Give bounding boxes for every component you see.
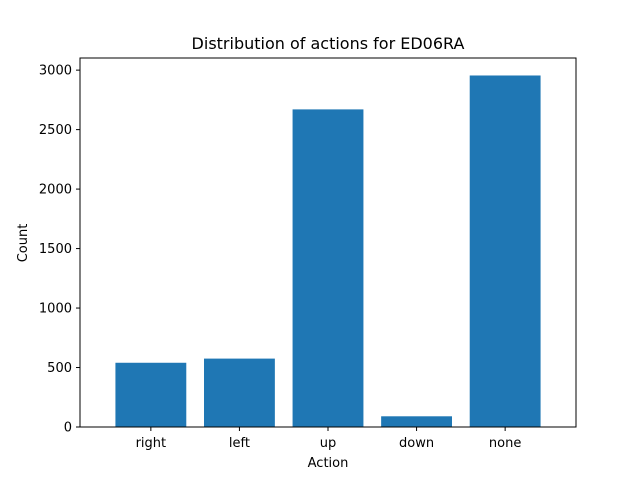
bars-group [115,75,541,428]
x-tick-label: down [399,436,434,451]
bar-right [115,362,187,427]
y-axis-label: Count [16,224,31,263]
y-tick-label: 2000 [39,183,72,198]
bar-none [469,75,541,428]
y-tick-label: 0 [64,421,72,436]
bar-left [204,358,275,427]
bar-up [292,109,364,427]
chart-title: Distribution of actions for ED06RA [192,34,465,53]
x-axis-label: Action [308,456,349,471]
y-tick-label: 1500 [39,242,72,257]
x-axis: right left up down none [136,427,521,451]
x-tick-label: right [136,436,167,451]
y-tick-label: 2500 [39,123,72,138]
y-axis: 0 500 1000 1500 2000 2500 3000 [39,64,80,436]
y-tick-label: 500 [47,361,72,376]
x-tick-label: left [229,436,250,451]
x-tick-label: up [320,436,337,451]
bar-down [381,416,452,427]
y-tick-label: 1000 [39,302,72,317]
y-tick-label: 3000 [39,64,72,79]
plot-frame [79,57,577,428]
x-tick-label: none [489,436,521,451]
